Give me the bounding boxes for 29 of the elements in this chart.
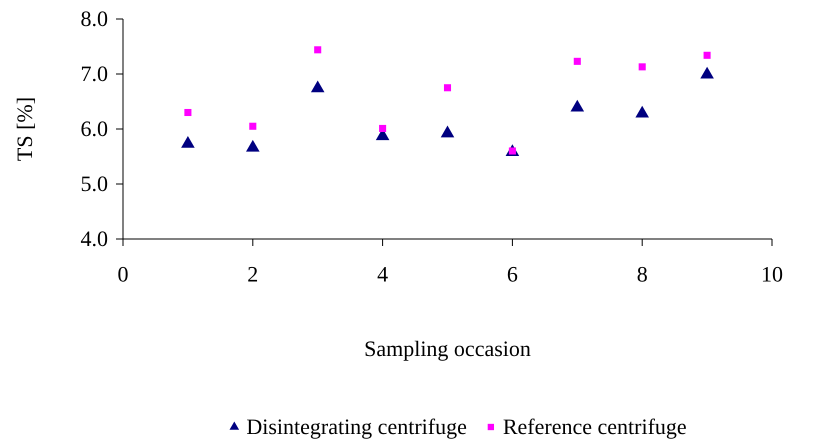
y-tick-label: 8.0: [80, 6, 108, 32]
point: [570, 100, 584, 112]
legend-label: Disintegrating centrifuge: [246, 414, 467, 439]
point: [444, 84, 452, 92]
x-tick-label: 4: [377, 262, 388, 287]
x-axis-title: Sampling occasion: [364, 336, 531, 361]
point: [314, 46, 322, 54]
y-tick-label: 4.0: [80, 226, 108, 252]
point: [635, 106, 649, 118]
point: [704, 52, 711, 59]
y-tick-label: 5.0: [80, 171, 108, 196]
point: [440, 126, 454, 138]
point: [574, 58, 581, 65]
point: [181, 136, 195, 148]
x-tick-label: 10: [761, 262, 783, 287]
y-tick-label: 7.0: [80, 61, 108, 86]
x-tick-label: 0: [118, 262, 128, 287]
point: [249, 122, 256, 130]
point: [638, 63, 646, 70]
point: [246, 140, 260, 152]
y-axis-title: TS [%]: [12, 96, 37, 162]
y-tick-label: 6.0: [80, 116, 108, 142]
point: [379, 124, 386, 132]
x-tick-label: 2: [247, 262, 258, 287]
legend-label: Reference centrifuge: [502, 414, 687, 439]
point: [310, 80, 324, 92]
point: [184, 108, 192, 116]
x-tick-label: 8: [636, 262, 648, 287]
x-tick-label: 6: [506, 262, 518, 287]
